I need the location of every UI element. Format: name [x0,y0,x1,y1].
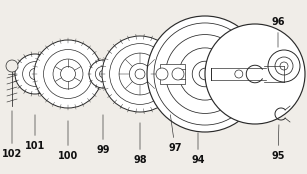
Text: 99: 99 [96,115,110,155]
Text: 98: 98 [133,123,147,165]
Circle shape [6,60,18,72]
Circle shape [172,68,184,80]
Circle shape [268,50,300,82]
Circle shape [275,57,293,75]
Text: 102: 102 [2,111,22,159]
Circle shape [110,44,170,104]
Circle shape [154,23,256,125]
Circle shape [95,66,111,82]
Circle shape [34,40,102,108]
Circle shape [102,36,178,112]
Circle shape [179,48,231,100]
Circle shape [147,16,263,132]
Circle shape [89,60,117,88]
Text: 96: 96 [271,17,285,47]
Circle shape [156,68,168,80]
Circle shape [165,35,244,113]
Text: 101: 101 [25,115,45,151]
Circle shape [280,62,288,70]
Circle shape [129,63,151,85]
Text: 97: 97 [168,115,182,153]
Circle shape [135,69,145,79]
Circle shape [44,50,92,98]
Circle shape [99,70,107,77]
Circle shape [15,54,55,94]
Circle shape [199,68,211,80]
Circle shape [205,24,305,124]
Circle shape [29,68,41,80]
Circle shape [60,66,76,81]
Circle shape [23,62,47,86]
Text: 95: 95 [271,125,285,161]
Circle shape [119,53,161,95]
Circle shape [53,59,83,89]
Circle shape [235,70,243,78]
Circle shape [192,61,218,87]
Text: 100: 100 [58,121,78,161]
Bar [160,64,185,84]
Text: 94: 94 [191,133,205,165]
